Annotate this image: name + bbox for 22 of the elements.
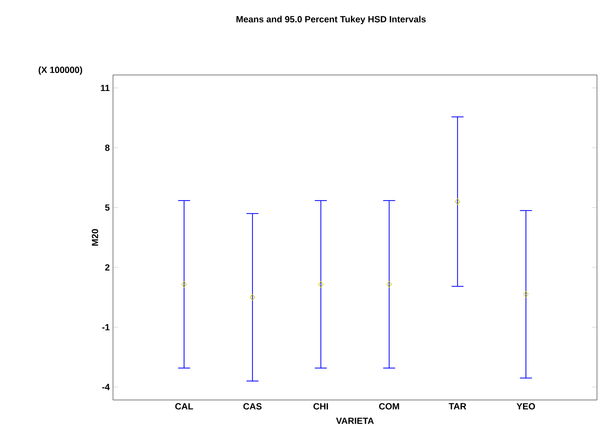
y-tick-label: 8 [105, 144, 110, 151]
x-tick-label: YEO [516, 403, 535, 410]
y-axis-title: M20 [92, 229, 98, 246]
y-tick-label: 11 [100, 84, 110, 92]
y-tick-label: -4 [102, 384, 110, 390]
text: (X 100000) [38, 66, 82, 75]
point [454, 198, 460, 205]
point [386, 281, 392, 288]
y-tick-label: -1 [102, 324, 110, 330]
x-tick-label: TAR [448, 403, 466, 410]
point [318, 281, 324, 288]
point [182, 281, 187, 288]
x-tick-label: CAL [175, 403, 194, 410]
x-axis-title: VARIETA [336, 418, 374, 424]
chart-title: Means and 95.0 Percent Tukey HSD Intervals [236, 16, 426, 24]
point [523, 291, 528, 298]
point [250, 294, 256, 301]
y-tick-label: 2 [105, 264, 110, 271]
x-tick-label: CHI [313, 403, 328, 410]
x-tick-label: COM [379, 403, 400, 410]
x-tick-label: CAS [243, 403, 262, 410]
y-tick-label: 5 [105, 204, 110, 211]
